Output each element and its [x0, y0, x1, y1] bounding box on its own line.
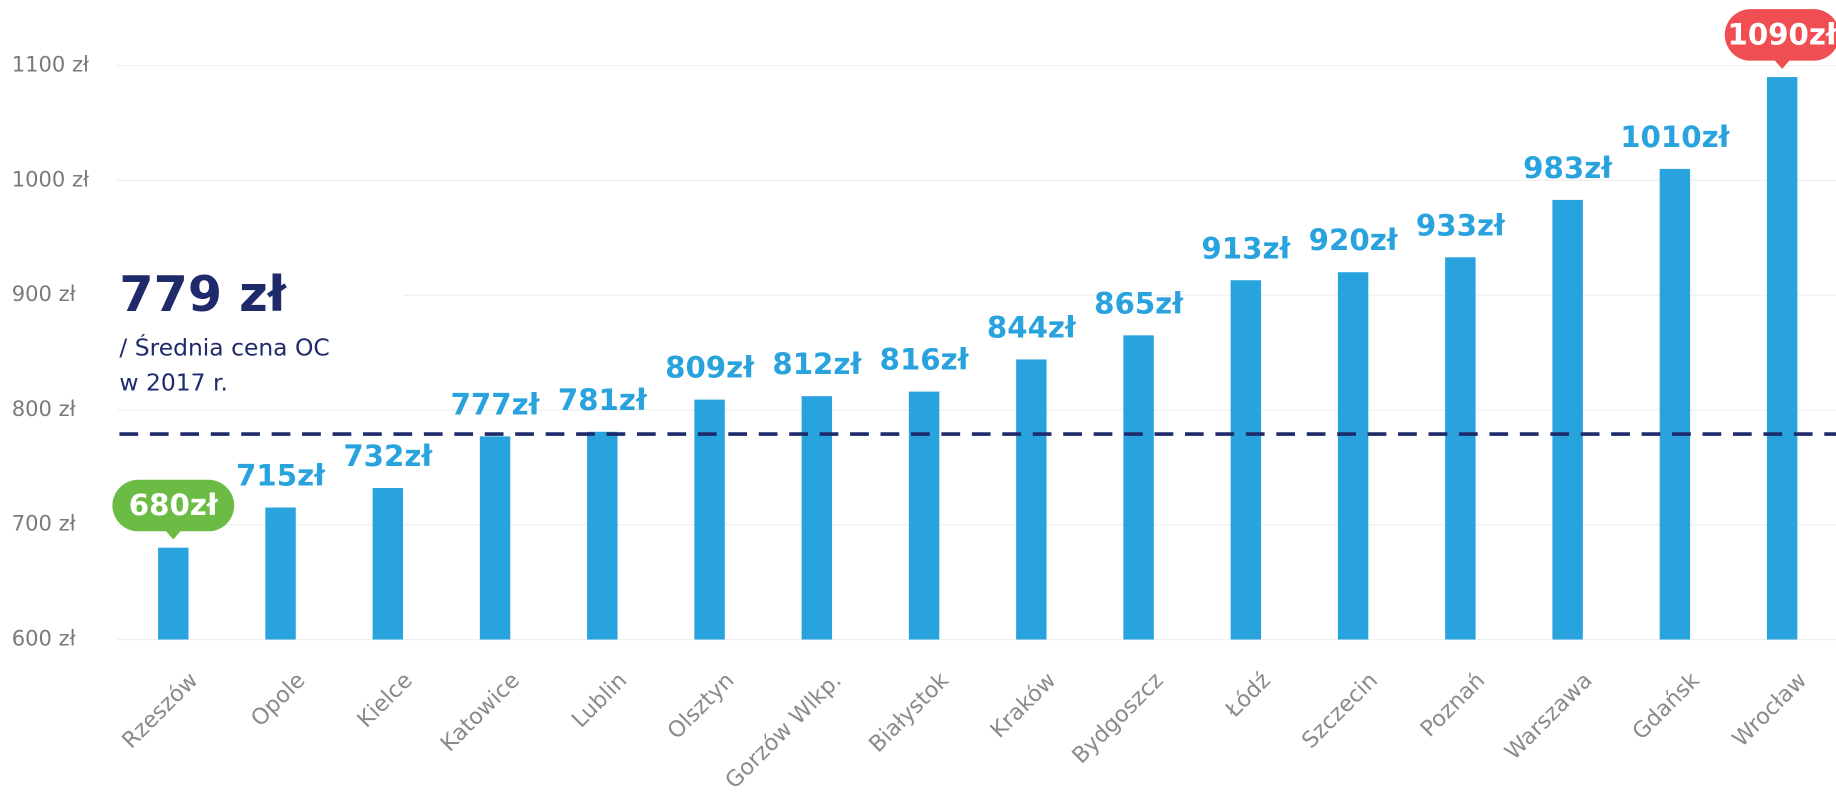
x-tick-label: Poznań: [1416, 667, 1491, 742]
value-label: 777zł: [451, 387, 541, 421]
x-tick-label: Gorzów Wlkp.: [720, 667, 846, 793]
x-tick-label: Bydgoszcz: [1067, 667, 1168, 768]
grid: [117, 65, 1836, 641]
bar: [694, 399, 725, 640]
y-tick-label: 900 zł: [12, 281, 76, 306]
badge-pointer: [1773, 59, 1791, 69]
value-label: 680zł: [129, 488, 219, 522]
bar: [1766, 77, 1798, 640]
x-tick-label: Lublin: [567, 667, 633, 733]
value-label: 920zł: [1309, 223, 1399, 257]
x-tick-label: Wrocław: [1727, 667, 1812, 752]
x-tick-label: Białystok: [864, 667, 954, 757]
x-tick-label: Szczecin: [1297, 667, 1383, 753]
label-badge: [1724, 9, 1836, 61]
value-label: 732zł: [343, 439, 433, 473]
value-label: 816zł: [880, 343, 970, 377]
bar: [372, 488, 404, 640]
y-tick-label: 600 zł: [12, 626, 76, 651]
x-tick-label: Opole: [246, 667, 310, 731]
y-tick-label: 700 zł: [12, 511, 76, 536]
x-tick-label: Łódź: [1220, 667, 1276, 723]
value-label: 809zł: [665, 351, 755, 385]
y-tick-label: 1000 zł: [12, 166, 89, 191]
bar: [801, 396, 833, 640]
bar: [908, 391, 940, 640]
value-label: 844zł: [987, 310, 1077, 344]
value-label: 1010zł: [1620, 120, 1730, 154]
value-label: 933zł: [1416, 208, 1506, 242]
average-text: / Średnia cena OC: [119, 334, 329, 362]
value-label: 715zł: [236, 459, 326, 493]
average-value: 779 zł: [119, 265, 287, 323]
x-tick-label: Warszawa: [1500, 667, 1598, 765]
y-tick-label: 1100 zł: [12, 52, 89, 77]
bar: [1016, 359, 1047, 640]
bar: [158, 547, 189, 640]
y-tick-label: 800 zł: [12, 396, 76, 421]
bar: [1659, 168, 1691, 640]
bar: [479, 436, 511, 640]
x-tick-label: Gdańsk: [1627, 667, 1705, 745]
x-tick-label: Katowice: [436, 667, 525, 756]
value-label: 1090zł: [1727, 18, 1836, 52]
x-tick-label: Kielce: [352, 667, 417, 732]
value-label: 781zł: [558, 383, 648, 417]
bar: [587, 431, 618, 640]
value-label: 913zł: [1201, 231, 1291, 265]
bar: [1123, 335, 1154, 640]
value-label: 983zł: [1523, 151, 1613, 185]
label-badge: [112, 479, 235, 532]
bar: [265, 507, 296, 640]
x-tick-label: Rzeszów: [117, 667, 203, 753]
x-tick-label: Kraków: [985, 667, 1061, 743]
x-tick-label: Olsztyn: [662, 667, 739, 744]
bar: [1445, 257, 1476, 640]
value-label: 865zł: [1094, 286, 1184, 320]
bar: [1230, 280, 1262, 640]
average-text: w 2017 r.: [119, 369, 227, 397]
bar: [1337, 272, 1369, 640]
value-label: 812zł: [772, 347, 862, 381]
bar: [1552, 199, 1583, 640]
annotation-box: [112, 260, 403, 403]
badge-pointer: [165, 530, 182, 540]
